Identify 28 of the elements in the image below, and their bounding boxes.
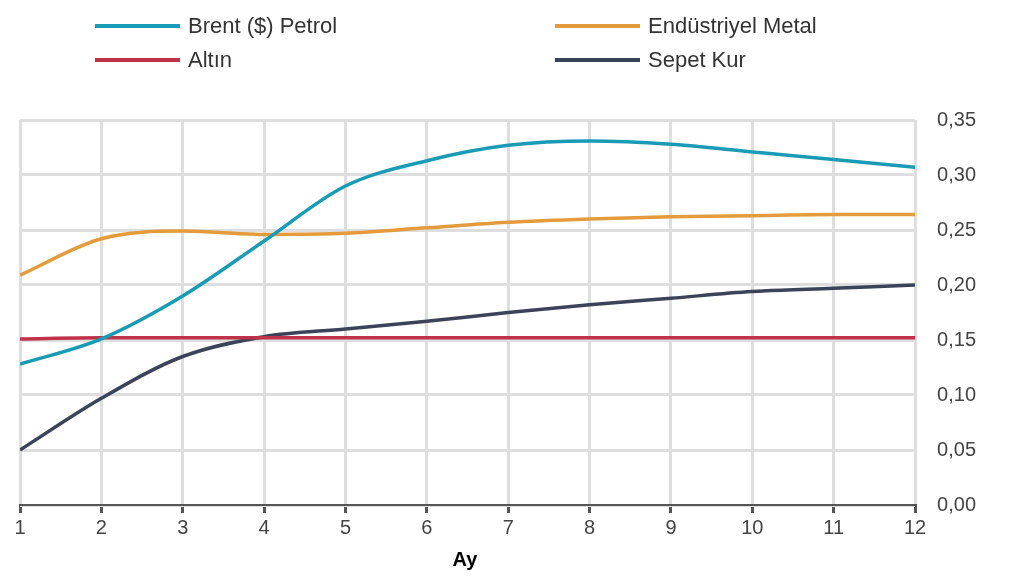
y-tick-label: 0,00: [937, 492, 977, 515]
legend-label: Sepet Kur: [648, 47, 746, 73]
x-tick-label: 7: [502, 515, 514, 538]
legend-label: Brent ($) Petrol: [188, 13, 338, 39]
y-tick-label: 0,15: [937, 327, 977, 350]
legend-label: Endüstriyel Metal: [648, 13, 817, 39]
x-tick-label: 3: [177, 515, 189, 538]
y-tick-label: 0,30: [937, 162, 977, 185]
y-tick-label: 0,25: [937, 217, 977, 240]
x-tick-label: 8: [584, 515, 596, 538]
y-tick-label: 0,10: [937, 382, 977, 405]
x-tick-label: 4: [258, 515, 270, 538]
x-tick-label: 1: [14, 515, 26, 538]
x-tick-label: 2: [95, 515, 107, 538]
x-tick-label: 10: [741, 515, 764, 538]
x-tick-label: 12: [903, 515, 927, 538]
legend-label: Altın: [188, 47, 233, 73]
line-series: [20, 212, 916, 277]
x-tick-label: 11: [823, 515, 845, 538]
y-tick-label: 0,35: [937, 107, 977, 130]
x-tick-label: 9: [665, 515, 677, 538]
y-tick-label: 0,05: [937, 437, 977, 460]
y-tick-label: 0,20: [937, 272, 977, 295]
x-axis-title: Ay: [451, 548, 479, 571]
x-tick-label: 6: [421, 515, 433, 538]
x-tick-label: 5: [339, 515, 352, 538]
line-series: [20, 139, 916, 366]
line-series: [20, 283, 916, 452]
